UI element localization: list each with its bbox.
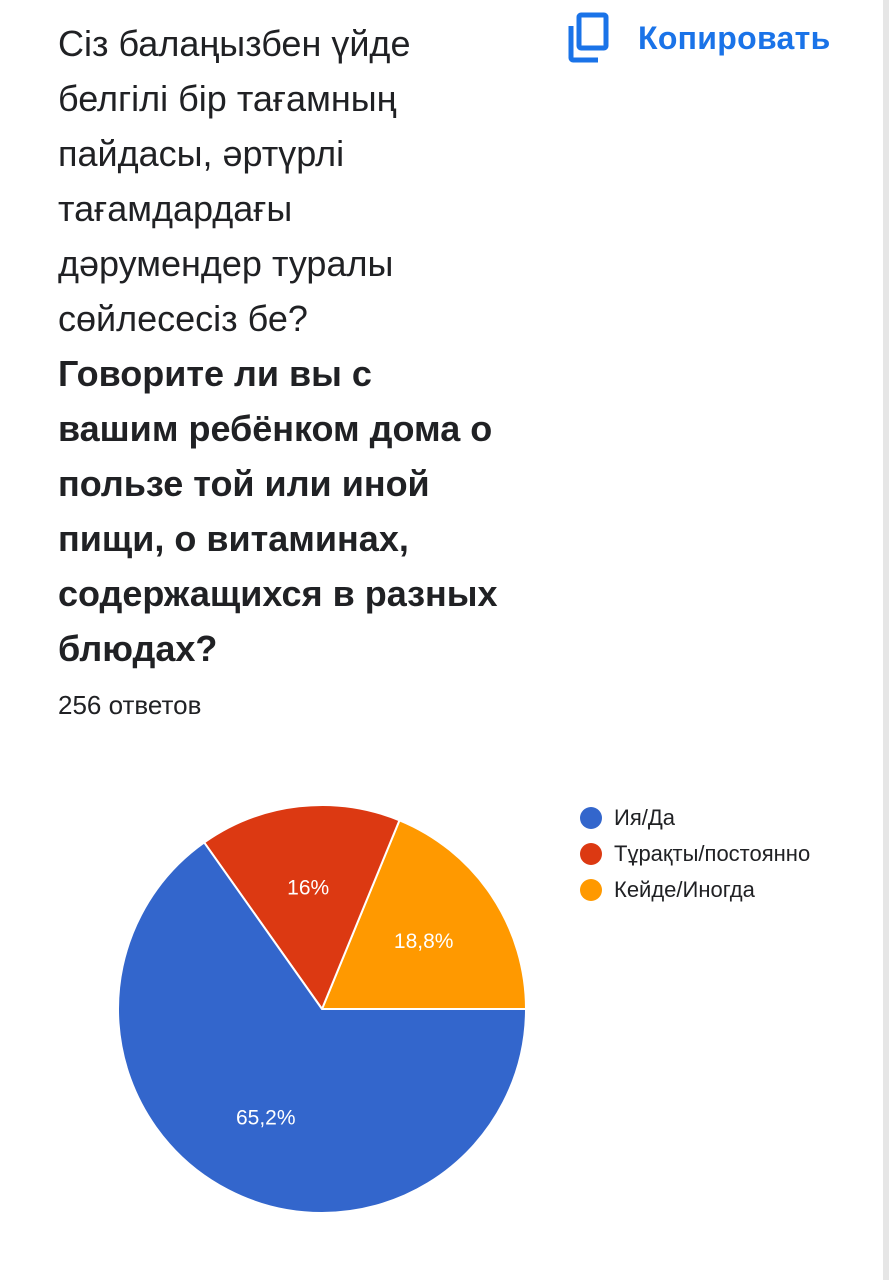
question-text-russian: Говорите ли вы с вашим ребёнком дома о п…: [58, 353, 498, 669]
pie-slice-2: [320, 818, 528, 1010]
pie-slice-0: [117, 841, 528, 1214]
question-title: Сіз балаңызбен үйде белгілі бір тағамның…: [58, 16, 538, 676]
pie-slice-1: [202, 804, 401, 1012]
slice-label-2: 18,8%: [394, 930, 454, 953]
copy-button-label: Копировать: [638, 19, 831, 56]
copy-icon: [566, 12, 610, 64]
legend-dot-1: [580, 843, 602, 865]
copy-button[interactable]: Копировать: [566, 10, 831, 66]
question-text-kazakh: Сіз балаңызбен үйде белгілі бір тағамның…: [58, 23, 411, 339]
pie-chart-svg: 18,8% 16% 65,2%: [117, 804, 528, 1214]
slice-label-0: 65,2%: [236, 1107, 296, 1130]
legend-label-2: Кейде/Иногда: [614, 877, 755, 902]
legend-dot-0: [580, 807, 602, 829]
slice-label-1: 16%: [287, 876, 329, 899]
legend-dot-2: [580, 879, 602, 901]
legend-label-1: Тұрақты/постоянно: [614, 841, 811, 866]
legend-item-2: Кейде/Иногда: [580, 872, 810, 908]
legend-item-0: Ия/Да: [580, 800, 810, 836]
pie-chart: 18,8% 16% 65,2% Ия/Да Тұрақты/постоянно Кейд…: [0, 760, 883, 1260]
legend-item-1: Тұрақты/постоянно: [580, 836, 810, 872]
legend-label-0: Ия/Да: [614, 805, 675, 830]
responses-count: 256 ответов: [58, 690, 202, 720]
chart-legend: Ия/Да Тұрақты/постоянно Кейде/Иногда: [580, 800, 810, 908]
